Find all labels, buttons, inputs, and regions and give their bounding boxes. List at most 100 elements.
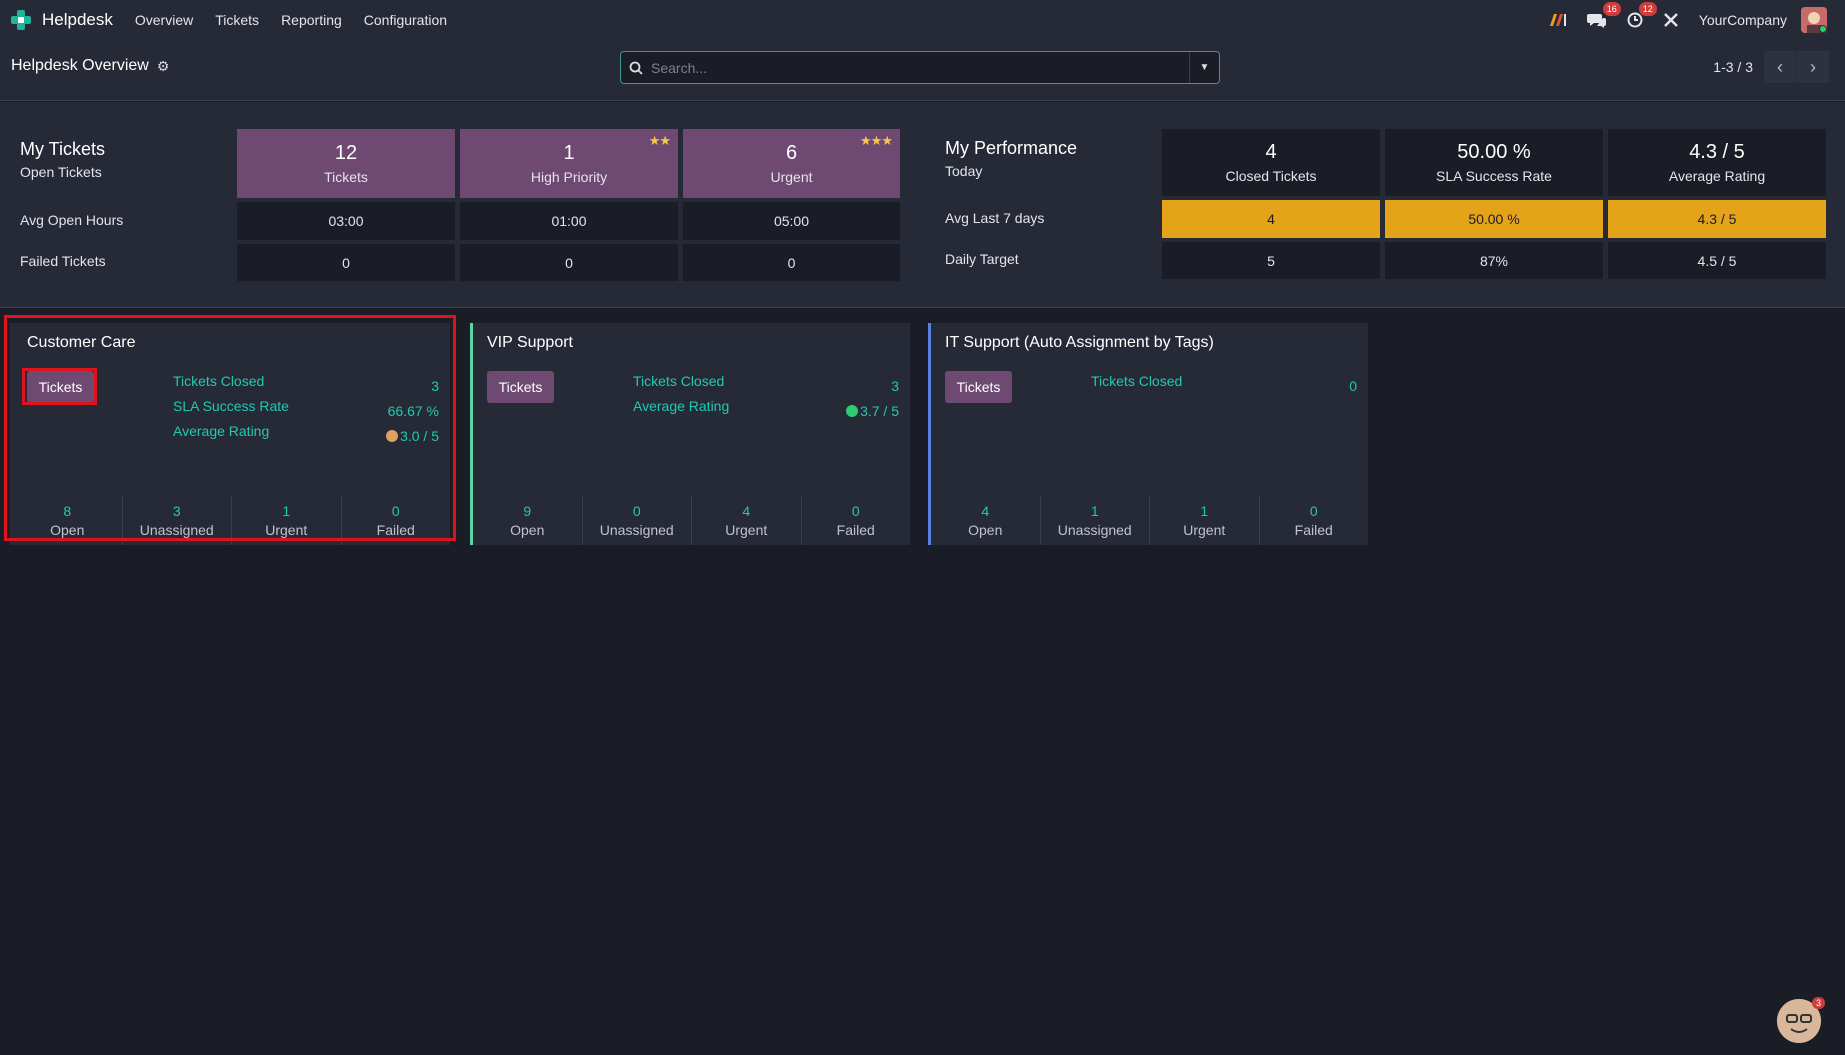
team-name[interactable]: IT Support (Auto Assignment by Tags): [945, 334, 1214, 351]
label: Urgent: [265, 521, 308, 538]
team-card-it-support: IT Support (Auto Assignment by Tags) Tic…: [928, 323, 1368, 545]
sla-success-label: SLA Success Rate: [1436, 168, 1552, 184]
chevron-right-icon: ›: [1810, 56, 1816, 77]
highlight-team-card: [4, 315, 456, 541]
livechat-avatar-button[interactable]: 3: [1777, 997, 1825, 1043]
neutral-face-icon: [386, 429, 399, 442]
happy-face-icon: [846, 404, 859, 417]
control-panel: Helpdesk Overview ⚙ ▼ 1-3 / 3 ‹ ›: [0, 40, 1845, 101]
stat-value: 3.7 / 5: [860, 402, 899, 419]
tickets-button[interactable]: Tickets: [487, 371, 554, 403]
chevron-left-icon: ‹: [1777, 56, 1783, 77]
average-rating-today-cell: 4.3 / 5 Average Rating: [1608, 129, 1826, 196]
team-name[interactable]: Customer Care: [27, 334, 136, 351]
high-priority-label: High Priority: [530, 169, 608, 185]
tools-icon[interactable]: [1663, 12, 1679, 28]
stat-row[interactable]: SLA Success Rate 66.67 %: [173, 398, 439, 423]
sla-success-target[interactable]: 87%: [1385, 242, 1603, 279]
label: Failed: [1294, 521, 1333, 538]
team-name[interactable]: VIP Support: [487, 334, 573, 351]
count: 1: [1090, 502, 1099, 519]
team-open[interactable]: 4 Open: [931, 495, 1040, 545]
stat-row[interactable]: Tickets Closed 3: [173, 373, 439, 398]
team-footer: 4 Open 1 Unassigned 1 Urgent 0 Failed: [931, 495, 1368, 545]
search-input[interactable]: [651, 52, 1189, 83]
pager-previous-button[interactable]: ‹: [1764, 51, 1796, 83]
search-options-toggle[interactable]: ▼: [1189, 52, 1219, 83]
failed-urgent[interactable]: 0: [683, 244, 900, 281]
three-stars-icon: ★★★: [860, 133, 893, 148]
team-urgent[interactable]: 1 Urgent: [231, 495, 341, 545]
company-switcher[interactable]: YourCompany: [1698, 12, 1787, 28]
sla-success-avg7: 50.00 %: [1385, 200, 1603, 238]
team-failed[interactable]: 0 Failed: [340, 495, 451, 545]
urgent-count-cell[interactable]: ★★★ 6 Urgent: [683, 129, 900, 198]
urgent-label: Urgent: [770, 169, 813, 185]
urgent-count: 6: [785, 142, 798, 164]
team-open[interactable]: 8 Open: [13, 495, 122, 545]
team-unassigned[interactable]: 1 Unassigned: [1039, 495, 1150, 545]
top-navbar: Helpdesk Overview Tickets Reporting Conf…: [0, 0, 1845, 40]
menu-reporting[interactable]: Reporting: [281, 12, 342, 28]
ai-icon[interactable]: [1549, 13, 1567, 27]
team-stats: Tickets Closed 3 SLA Success Rate 66.67 % …: [173, 373, 439, 448]
closed-tickets-today: 4: [1265, 141, 1277, 163]
avg-hours-high-priority[interactable]: 01:00: [460, 202, 678, 240]
messages-icon[interactable]: 16: [1586, 2, 1621, 28]
label: Urgent: [1183, 521, 1226, 538]
stat-value: 3.0 / 5: [400, 427, 439, 444]
team-unassigned[interactable]: 0 Unassigned: [581, 495, 692, 545]
team-failed[interactable]: 0 Failed: [800, 495, 911, 545]
average-rating-avg7: 4.3 / 5: [1608, 200, 1826, 238]
high-priority-count: 1: [563, 142, 575, 164]
team-urgent[interactable]: 1 Urgent: [1149, 495, 1259, 545]
label: Failed: [836, 521, 875, 538]
sla-success-today-cell: 50.00 % SLA Success Rate: [1385, 129, 1603, 196]
stat-row[interactable]: Average Rating 3.7 / 5: [633, 398, 899, 423]
team-footer: 9 Open 0 Unassigned 4 Urgent 0 Failed: [473, 495, 910, 545]
gear-icon[interactable]: ⚙: [156, 57, 170, 74]
team-open[interactable]: 9 Open: [473, 495, 582, 545]
today-label: Today: [945, 163, 983, 179]
pager-value[interactable]: 1-3 / 3: [1713, 59, 1753, 75]
average-rating-target[interactable]: 4.5 / 5: [1608, 242, 1826, 279]
menu-tickets[interactable]: Tickets: [215, 12, 260, 28]
activities-badge: 12: [1638, 2, 1657, 16]
avg-last-7-days-label: Avg Last 7 days: [945, 210, 1045, 226]
chat-badge: 3: [1811, 997, 1825, 1009]
count: 9: [523, 502, 532, 519]
stat-label: Tickets Closed: [1091, 373, 1183, 389]
stat-row[interactable]: Tickets Closed 3: [633, 373, 899, 398]
team-unassigned[interactable]: 3 Unassigned: [121, 495, 232, 545]
stat-row[interactable]: Average Rating 3.0 / 5: [173, 423, 439, 448]
avg-hours-urgent[interactable]: 05:00: [683, 202, 900, 240]
closed-tickets-today-cell: 4 Closed Tickets: [1162, 129, 1380, 196]
avg-hours-tickets[interactable]: 03:00: [237, 202, 455, 240]
activities-clock-icon[interactable]: 12: [1627, 2, 1657, 28]
tickets-button[interactable]: Tickets: [27, 371, 94, 403]
team-urgent[interactable]: 4 Urgent: [691, 495, 801, 545]
app-brand[interactable]: Helpdesk: [0, 9, 135, 31]
stat-row[interactable]: Tickets Closed 0: [1091, 373, 1357, 398]
label: Open: [510, 521, 545, 538]
user-avatar[interactable]: [1801, 7, 1827, 33]
my-tickets-count: 12: [334, 142, 358, 164]
high-priority-count-cell[interactable]: ★★ 1 High Priority: [460, 129, 678, 198]
tickets-button[interactable]: Tickets: [945, 371, 1012, 403]
pager-next-button[interactable]: ›: [1797, 51, 1829, 83]
count: 0: [1309, 502, 1318, 519]
menu-overview[interactable]: Overview: [134, 12, 194, 28]
average-rating-label: Average Rating: [1668, 168, 1766, 184]
stat-label: Average Rating: [173, 423, 270, 439]
failed-tickets[interactable]: 0: [237, 244, 455, 281]
my-tickets-count-cell[interactable]: 12 Tickets: [237, 129, 455, 198]
closed-tickets-target[interactable]: 5: [1162, 242, 1380, 279]
my-tickets-heading: My Tickets: [20, 139, 106, 159]
team-failed[interactable]: 0 Failed: [1258, 495, 1369, 545]
failed-high-priority[interactable]: 0: [460, 244, 678, 281]
count: 0: [851, 502, 860, 519]
count: 3: [172, 502, 181, 519]
label: Urgent: [725, 521, 768, 538]
menu-configuration[interactable]: Configuration: [363, 12, 448, 28]
stat-label: SLA Success Rate: [173, 398, 289, 414]
